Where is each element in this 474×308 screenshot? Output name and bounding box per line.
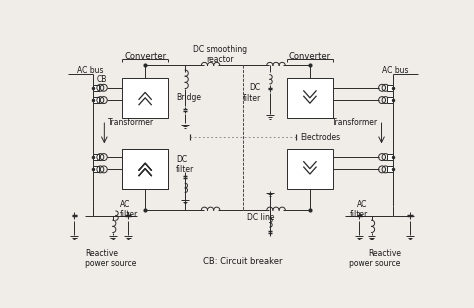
Bar bbox=[387, 85, 393, 91]
Text: DC
filter: DC filter bbox=[176, 155, 194, 174]
Text: Reactive
power source: Reactive power source bbox=[349, 249, 401, 268]
Text: CB: CB bbox=[97, 75, 107, 84]
Text: Electrodes: Electrodes bbox=[300, 132, 340, 142]
Bar bbox=[387, 166, 393, 172]
Text: AC bus: AC bus bbox=[382, 66, 409, 75]
Text: AC
filter: AC filter bbox=[120, 200, 138, 219]
Text: DC
filter: DC filter bbox=[242, 83, 261, 103]
Text: DC line: DC line bbox=[247, 213, 274, 222]
Bar bbox=[93, 97, 99, 103]
Bar bbox=[287, 148, 333, 188]
Text: Reactive
power source: Reactive power source bbox=[85, 249, 137, 268]
Bar bbox=[122, 148, 168, 188]
Bar bbox=[122, 78, 168, 118]
Text: AC bus: AC bus bbox=[77, 66, 104, 75]
Bar bbox=[387, 97, 393, 103]
Text: CB: Circuit breaker: CB: Circuit breaker bbox=[203, 257, 283, 266]
Bar bbox=[122, 148, 168, 188]
Text: AC
filter: AC filter bbox=[349, 200, 368, 219]
Bar bbox=[93, 166, 99, 172]
Bar bbox=[122, 148, 168, 188]
Bar bbox=[93, 154, 99, 160]
Text: Bridge: Bridge bbox=[176, 93, 201, 102]
Text: Transformer: Transformer bbox=[108, 118, 155, 127]
Bar bbox=[93, 85, 99, 91]
Bar bbox=[387, 154, 393, 160]
Bar bbox=[287, 78, 333, 118]
Text: DC smoothing
reactor: DC smoothing reactor bbox=[193, 45, 247, 64]
Text: Converter: Converter bbox=[124, 52, 166, 61]
Text: Converter: Converter bbox=[289, 52, 331, 61]
Text: Transformer: Transformer bbox=[331, 118, 378, 127]
